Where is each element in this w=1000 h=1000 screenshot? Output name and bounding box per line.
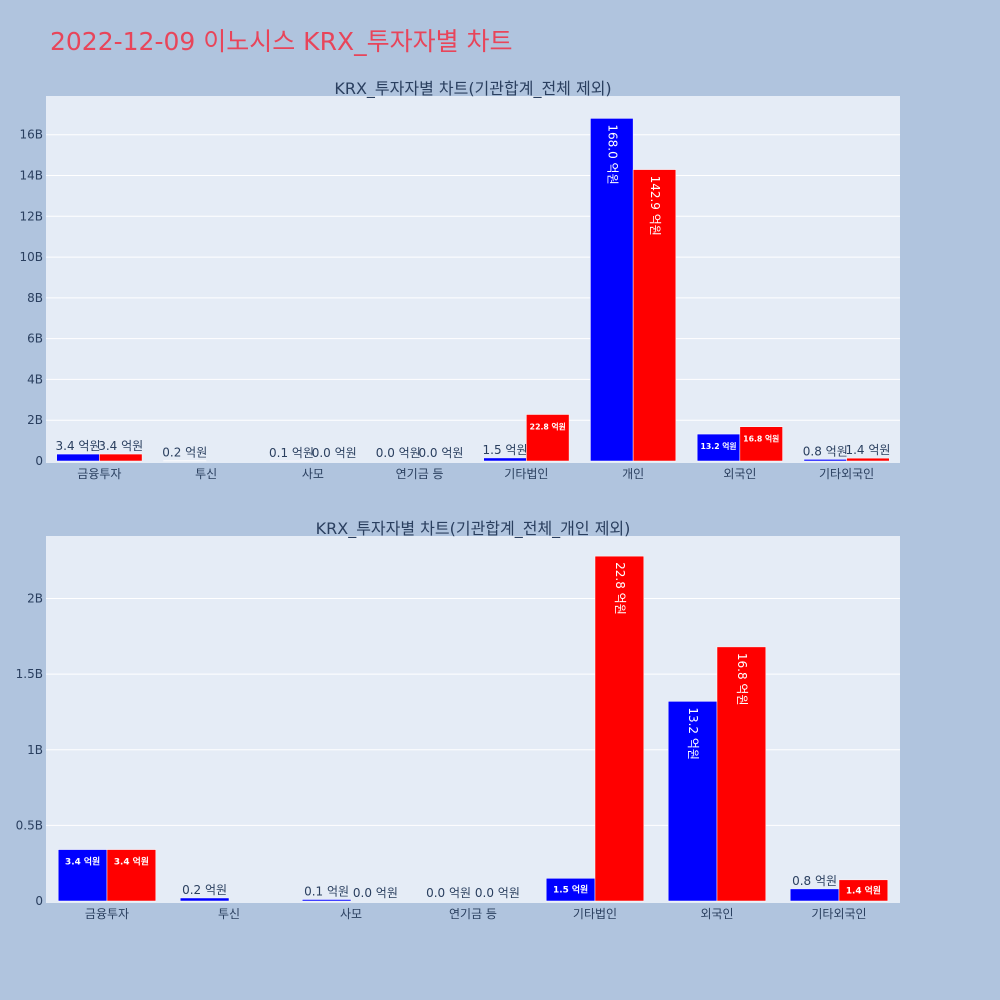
data-label: 0.0 억원 — [426, 886, 471, 900]
y-tick-label: 2B — [27, 413, 43, 427]
data-label: 0.1 억원 — [269, 446, 314, 460]
x-tick-label: 연기금 등 — [449, 907, 497, 921]
x-tick-label: 금융투자 — [85, 907, 129, 921]
bar — [590, 118, 634, 462]
y-tick-label: 0 — [35, 454, 43, 468]
bar — [716, 646, 767, 902]
x-tick-label: 투신 — [195, 467, 217, 481]
data-label: 0.0 억원 — [418, 446, 463, 460]
bar — [483, 457, 527, 462]
data-label: 0.2 억원 — [162, 446, 207, 460]
data-label: 1.4 억원 — [846, 884, 881, 896]
x-tick-label: 기타법인 — [573, 907, 617, 921]
data-label: 1.5 억원 — [553, 884, 588, 896]
x-tick-label: 사모 — [302, 467, 324, 481]
bar — [846, 457, 890, 462]
bar — [838, 879, 889, 902]
x-tick-label: 연기금 등 — [396, 467, 444, 481]
y-tick-label: 1.5B — [16, 667, 43, 681]
bar — [789, 888, 840, 902]
plot-area — [46, 536, 900, 903]
data-label: 3.4 억원 — [56, 439, 101, 453]
x-tick-label: 투신 — [218, 907, 240, 921]
y-tick-label: 1B — [27, 743, 43, 757]
data-label: 22.8 억원 — [613, 562, 627, 615]
data-label: 142.9 억원 — [648, 176, 662, 236]
x-tick-label: 기타법인 — [504, 467, 548, 481]
data-label: 16.8 억원 — [743, 434, 779, 444]
chart-1: KRX_투자자별 차트(기관합계_전체 제외) 0 2B 4B 6B 8B 10B 12B 14… — [19, 79, 900, 481]
chart-title: KRX_투자자별 차트(기관합계_전체 제외) — [334, 79, 611, 99]
data-label: 0.8 억원 — [803, 444, 848, 458]
data-label: 13.2 억원 — [700, 441, 736, 451]
data-label: 16.8 억원 — [735, 653, 749, 706]
data-label: 0.0 억원 — [376, 446, 421, 460]
y-tick-label: 8B — [27, 291, 43, 305]
x-tick-label: 외국인 — [700, 907, 733, 921]
chart-2: KRX_투자자별 차트(기관합계_전체_개인 제외) 0 0.5B 1B 1.5B 2B 금… — [16, 519, 900, 921]
bar — [803, 459, 847, 462]
x-tick-label: 기타외국인 — [819, 467, 874, 481]
data-label: 22.8 억원 — [530, 422, 566, 432]
data-label: 0.2 억원 — [182, 883, 227, 897]
y-tick-label: 16B — [19, 128, 43, 142]
data-label: 0.0 억원 — [475, 886, 520, 900]
bar — [179, 897, 230, 902]
y-tick-label: 0.5B — [16, 818, 43, 832]
data-label: 1.4 억원 — [845, 443, 890, 457]
x-tick-label: 외국인 — [723, 467, 756, 481]
bar — [526, 414, 570, 462]
bar — [739, 426, 783, 462]
y-tick-label: 4B — [27, 372, 43, 386]
bar — [106, 849, 157, 902]
bar — [667, 701, 718, 902]
y-tick-label: 2B — [27, 592, 43, 606]
data-label: 0.8 억원 — [792, 874, 837, 888]
x-tick-label: 기타외국인 — [811, 907, 866, 921]
y-tick-label: 12B — [19, 209, 43, 223]
chart-title: KRX_투자자별 차트(기관합계_전체_개인 제외) — [316, 519, 631, 539]
data-label: 3.4 억원 — [98, 439, 143, 453]
bar — [99, 453, 143, 462]
data-label: 0.0 억원 — [353, 886, 398, 900]
bar — [56, 453, 100, 462]
x-tick-label: 금융투자 — [77, 467, 121, 481]
data-label: 3.4 억원 — [65, 856, 100, 868]
plot-area — [46, 96, 900, 463]
data-label: 168.0 억원 — [605, 124, 619, 184]
data-label: 1.5 억원 — [483, 443, 528, 457]
data-label: 0.1 억원 — [304, 884, 349, 898]
bar — [632, 169, 677, 462]
x-tick-label: 개인 — [622, 467, 644, 481]
y-tick-label: 14B — [19, 168, 43, 182]
data-label: 0.0 억원 — [312, 446, 357, 460]
bar — [301, 899, 352, 902]
y-tick-label: 6B — [27, 332, 43, 346]
y-tick-label: 10B — [19, 250, 43, 264]
bar — [594, 555, 645, 902]
data-label: 3.4 억원 — [114, 856, 149, 868]
data-label: 13.2 억원 — [686, 707, 700, 760]
bar — [57, 849, 108, 902]
y-tick-label: 0 — [35, 894, 43, 908]
page-title: 2022-12-09 이노시스 KRX_투자자별 차트 — [50, 27, 513, 56]
x-tick-label: 사모 — [340, 907, 362, 921]
